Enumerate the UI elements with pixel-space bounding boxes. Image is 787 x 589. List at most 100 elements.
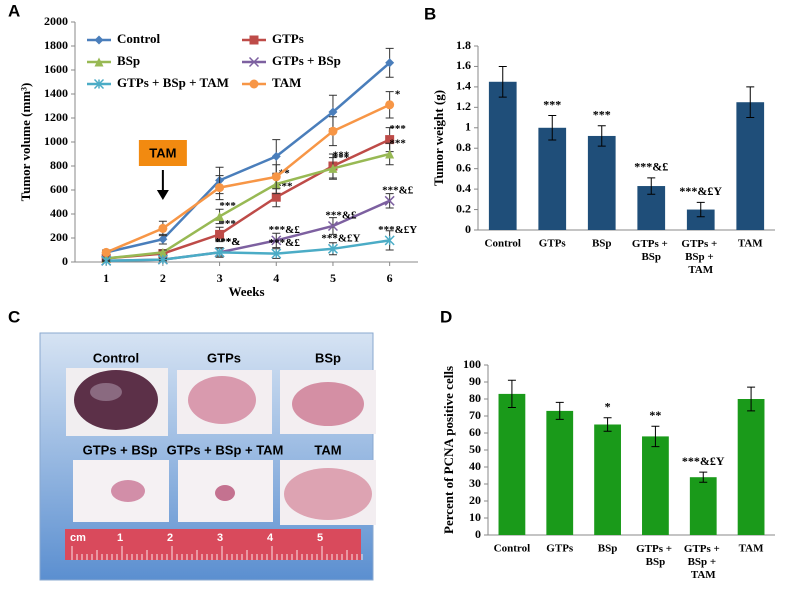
x-tick-label: 3 <box>217 271 223 285</box>
marker <box>214 247 225 258</box>
significance-label: *** <box>543 97 561 111</box>
photo-caption: Control <box>93 350 139 365</box>
marker <box>385 100 395 110</box>
x-tick-label: BSp <box>592 238 612 250</box>
y-tick-label: 0 <box>475 527 481 541</box>
annotation-box <box>138 140 187 166</box>
marker <box>271 192 281 202</box>
marker <box>94 57 104 67</box>
x-tick-label: GTPs + BSp + TAM <box>681 238 720 276</box>
significance-label: *** <box>219 218 236 230</box>
y-tick-label: 1.8 <box>456 38 471 52</box>
marker <box>101 255 112 266</box>
annotation-arrow <box>156 190 169 200</box>
error-bar <box>548 115 557 141</box>
x-tick-label: 1 <box>103 271 109 285</box>
tumor <box>188 376 256 424</box>
error-bar <box>746 86 755 119</box>
legend-label: GTPs + BSp + TAM <box>117 75 229 90</box>
marker <box>328 163 338 173</box>
ruler-label: 2 <box>167 532 173 544</box>
significance-label: ***&£Y <box>679 184 722 198</box>
legend-label: GTPs + BSp <box>272 53 341 68</box>
legend-label: GTPs <box>272 31 304 46</box>
y-tick-label: 60 <box>469 425 481 439</box>
series-line <box>105 61 391 254</box>
y-tick-label: 2000 <box>44 14 68 28</box>
significance-label: ***&£ <box>382 184 414 196</box>
bar <box>686 209 715 230</box>
marker <box>249 79 259 89</box>
error-bar <box>696 201 705 218</box>
tumor <box>90 383 122 401</box>
y-tick-label: 90 <box>469 374 481 388</box>
x-tick-label: 5 <box>330 271 336 285</box>
y-tick-label: 600 <box>50 182 68 196</box>
marker <box>271 235 282 246</box>
y-tick-label: 1000 <box>44 134 68 148</box>
significance-label: ***& <box>215 236 241 248</box>
x-tick-label: Control <box>485 238 521 250</box>
panel-label: D <box>440 307 452 326</box>
significance-label: * <box>395 88 401 100</box>
significance-label: *** <box>333 152 350 164</box>
significance-label: ***&£ <box>325 210 357 222</box>
significance-label: ***&£Y <box>321 232 360 244</box>
x-axis-label: Weeks <box>228 284 264 299</box>
marker <box>215 229 225 239</box>
marker <box>328 126 338 136</box>
significance-label: ** <box>649 408 661 422</box>
y-tick-label: 0.6 <box>456 160 471 174</box>
y-tick-label: 0.8 <box>456 140 471 154</box>
bar <box>642 436 669 535</box>
panel-label: C <box>8 307 20 326</box>
bar <box>737 399 765 535</box>
tumor <box>111 480 145 502</box>
photo-caption: GTPs <box>207 350 241 365</box>
y-tick-label: 80 <box>469 391 481 405</box>
photo-caption: GTPs + BSp + TAM <box>167 442 284 457</box>
bar <box>689 477 717 535</box>
marker <box>93 78 105 90</box>
error-bar <box>747 386 756 412</box>
photo-caption: TAM <box>314 442 341 457</box>
y-tick-label: 100 <box>463 357 481 371</box>
marker <box>327 243 338 254</box>
bar <box>736 102 765 230</box>
error-bar <box>647 177 656 195</box>
x-tick-label: TAM <box>738 238 763 250</box>
marker <box>158 247 168 257</box>
bar <box>587 135 616 230</box>
ruler-label: 5 <box>317 532 323 544</box>
x-tick-label: GTPs <box>546 543 574 555</box>
tumor <box>292 382 364 426</box>
legend-label: TAM <box>272 75 301 90</box>
tumor <box>215 485 235 501</box>
marker <box>385 135 395 145</box>
y-tick-label: 50 <box>469 442 481 456</box>
legend-label: Control <box>117 31 160 46</box>
marker <box>384 235 395 246</box>
tumor <box>74 370 158 430</box>
bar <box>488 81 517 231</box>
error-bar <box>603 417 612 432</box>
error-bar <box>507 379 516 408</box>
significance-label: * <box>605 399 611 413</box>
marker <box>271 151 281 161</box>
annotation: TAM <box>149 145 176 160</box>
photo-caption: GTPs + BSp <box>83 442 158 457</box>
y-tick-label: 20 <box>469 493 481 507</box>
significance-label: *** <box>389 138 406 150</box>
y-tick-label: 70 <box>469 408 481 422</box>
x-tick-label: GTPs + BSp <box>636 543 675 568</box>
x-tick-label: 6 <box>387 271 393 285</box>
error-bar <box>498 65 507 98</box>
series-line <box>106 152 390 260</box>
bar <box>498 393 526 535</box>
bar <box>594 424 621 535</box>
y-tick-label: 10 <box>469 510 481 524</box>
x-tick-label: BSp <box>598 543 618 555</box>
ruler-label: 4 <box>267 532 274 544</box>
error-bar <box>699 471 708 483</box>
